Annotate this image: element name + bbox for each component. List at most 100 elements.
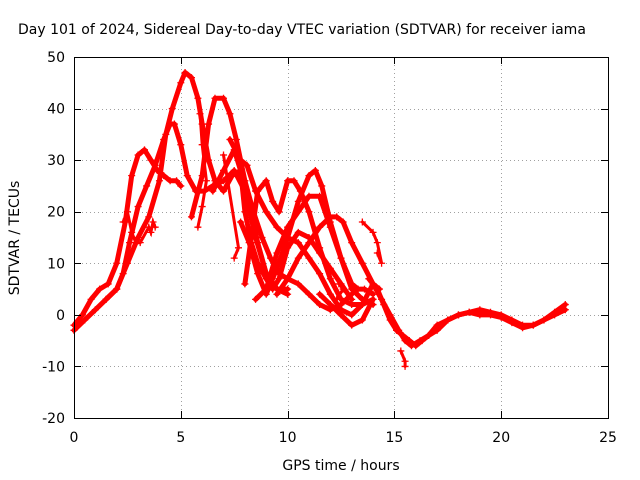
data-point xyxy=(326,301,334,309)
x-tick-label: 20 xyxy=(492,430,510,446)
data-point xyxy=(305,290,313,298)
data-point xyxy=(230,254,238,262)
data-point xyxy=(275,208,283,216)
data-point xyxy=(365,275,373,283)
data-point xyxy=(220,187,228,195)
data-point xyxy=(316,244,324,252)
plot-frame xyxy=(74,57,609,419)
data-point xyxy=(241,280,249,288)
y-tick-label: 10 xyxy=(47,256,65,272)
data-point xyxy=(273,223,281,231)
data-point xyxy=(335,280,343,288)
data-point xyxy=(243,161,251,169)
data-point xyxy=(102,295,110,303)
data-point xyxy=(155,177,163,185)
y-tick-label: -10 xyxy=(42,359,65,375)
data-point xyxy=(369,228,377,236)
data-point xyxy=(202,177,210,185)
data-point xyxy=(305,172,313,180)
data-point xyxy=(487,311,495,319)
data-point xyxy=(232,136,240,144)
data-point xyxy=(136,239,144,247)
data-point xyxy=(358,316,366,324)
data-point xyxy=(79,311,87,319)
data-point xyxy=(149,218,157,226)
data-point xyxy=(305,239,313,247)
data-point xyxy=(170,120,178,128)
data-point xyxy=(275,275,283,283)
data-point xyxy=(173,177,181,185)
data-point xyxy=(305,192,313,200)
data-point xyxy=(378,259,386,267)
data-point xyxy=(326,290,334,298)
data-point xyxy=(337,311,345,319)
data-point xyxy=(198,141,206,149)
data-point xyxy=(273,290,281,298)
data-point xyxy=(316,192,324,200)
data-point xyxy=(220,177,228,185)
data-point xyxy=(305,208,313,216)
data-point xyxy=(252,295,260,303)
data-point xyxy=(551,308,559,316)
data-point xyxy=(294,197,302,205)
data-point xyxy=(262,177,270,185)
x-tick-labels: 0 5 10 15 20 25 xyxy=(70,430,617,446)
data-point xyxy=(113,259,121,267)
data-point xyxy=(81,316,89,324)
data-point xyxy=(241,208,249,216)
data-point xyxy=(333,295,341,303)
y-tick-label: 20 xyxy=(47,205,65,221)
data-point xyxy=(284,290,292,298)
data-point xyxy=(177,79,185,87)
data-point xyxy=(425,331,433,339)
y-axis-label: SDTVAR / TECUs xyxy=(7,181,23,296)
data-point xyxy=(294,208,302,216)
data-point xyxy=(358,295,366,303)
data-point xyxy=(294,254,302,262)
data-point xyxy=(237,218,245,226)
data-point xyxy=(378,295,386,303)
y-tick-label: 50 xyxy=(47,50,65,66)
x-tick-label: 15 xyxy=(385,430,403,446)
data-point xyxy=(476,311,484,319)
y-tick-label: 30 xyxy=(47,153,65,169)
data-point xyxy=(234,244,242,252)
data-point xyxy=(237,166,245,174)
data-point xyxy=(145,213,153,221)
data-point xyxy=(294,280,302,288)
series-arc-1 xyxy=(71,147,184,328)
data-point xyxy=(269,197,277,205)
data-point xyxy=(284,177,292,185)
data-point xyxy=(311,166,319,174)
data-point xyxy=(254,270,262,278)
data-point xyxy=(369,295,377,303)
data-point xyxy=(187,74,195,82)
data-point xyxy=(316,301,324,309)
data-point xyxy=(205,120,213,128)
data-point xyxy=(128,172,136,180)
data-point xyxy=(337,254,345,262)
data-point xyxy=(198,203,206,211)
data-point xyxy=(220,94,228,102)
data-point xyxy=(181,68,189,76)
data-point xyxy=(187,213,195,221)
data-point xyxy=(465,308,473,316)
data-point xyxy=(237,156,245,164)
x-tick-label: 10 xyxy=(279,430,297,446)
data-point xyxy=(519,324,527,332)
chart-title: Day 101 of 2024, Sidereal Day-to-day VTE… xyxy=(18,22,586,38)
data-point xyxy=(529,321,537,329)
data-traces xyxy=(70,68,569,370)
data-point xyxy=(316,223,324,231)
data-point xyxy=(454,311,462,319)
data-point xyxy=(168,105,176,113)
data-point xyxy=(104,280,112,288)
y-tick-label: 0 xyxy=(56,308,65,324)
data-point xyxy=(401,362,409,370)
data-point xyxy=(113,285,121,293)
data-point xyxy=(444,316,452,324)
series-arc-7 xyxy=(242,178,376,307)
data-point xyxy=(183,172,191,180)
data-point xyxy=(258,234,266,241)
